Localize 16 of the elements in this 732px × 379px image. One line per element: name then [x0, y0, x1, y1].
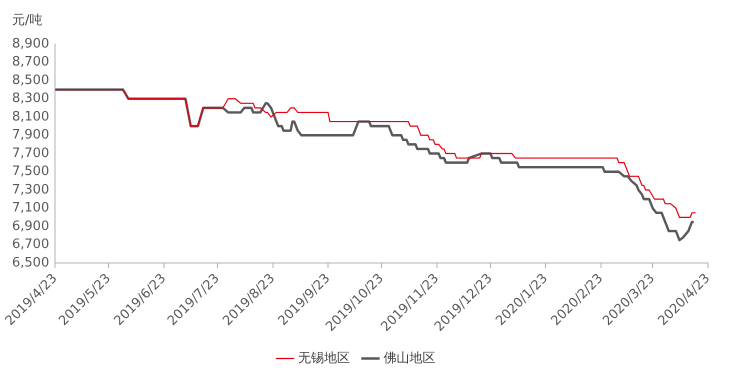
y-tick-label: 7,700: [12, 146, 50, 161]
y-tick-label: 6,900: [12, 218, 50, 234]
y-tick-label: 8,900: [12, 36, 50, 52]
y-tick-label: 8,500: [12, 72, 50, 88]
y-tick-label: 7,100: [12, 200, 50, 216]
y-tick-label: 7,300: [12, 182, 50, 198]
y-tick-label: 8,700: [12, 54, 50, 70]
legend-label: 佛山地区: [384, 350, 436, 366]
y-tick-label: 7,900: [12, 128, 50, 143]
y-tick-label: 8,100: [12, 109, 50, 124]
legend-label: 无锡地区: [298, 350, 350, 366]
y-tick-label: 7,500: [12, 164, 50, 180]
y-tick-label: 8,300: [12, 91, 50, 106]
y-axis-title: 元/吨: [12, 12, 42, 28]
y-tick-label: 6,500: [12, 255, 50, 270]
y-tick-label: 6,700: [12, 237, 50, 252]
